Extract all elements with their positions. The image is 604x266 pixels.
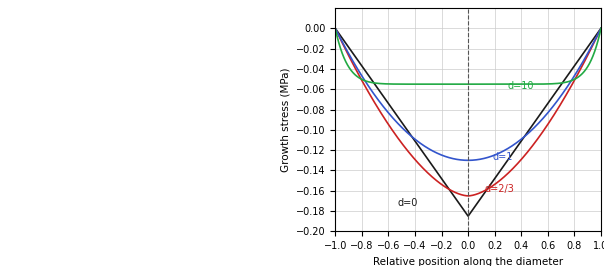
Text: d=1: d=1 [492,152,512,162]
Text: d=0: d=0 [397,198,418,208]
Text: d=2/3: d=2/3 [484,184,514,194]
X-axis label: Relative position along the diameter: Relative position along the diameter [373,257,563,266]
Y-axis label: Growth stress (MPa): Growth stress (MPa) [280,68,291,172]
Text: d=10: d=10 [508,81,535,91]
